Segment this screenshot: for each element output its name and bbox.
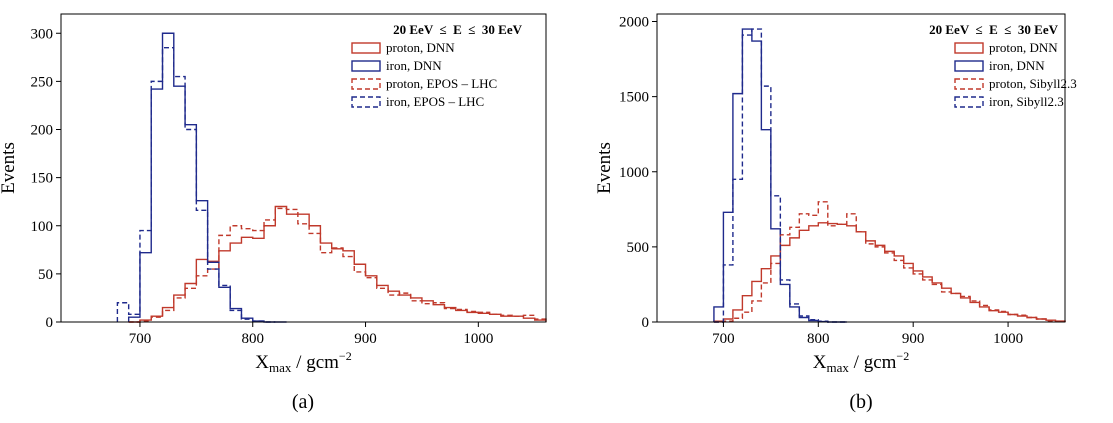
legend: proton, DNN iron, DNN proton, Sibyll2.3 iro… — [954, 40, 1077, 109]
y-axis-title: Events — [594, 142, 615, 194]
y-tick-label: 0 — [642, 315, 650, 331]
x-tick-label: 1000 — [993, 331, 1023, 347]
x-tick-label: 900 — [354, 331, 377, 347]
y-tick-label: 300 — [31, 26, 54, 42]
histogram-series — [128, 207, 547, 323]
x-axis-title: Xmax / gcm−2 — [255, 349, 351, 375]
panel-caption: (b) — [849, 391, 872, 413]
legend-swatch — [351, 78, 381, 90]
histogram-steps — [713, 28, 1066, 323]
x-axis-title-unit: / gcm — [291, 352, 339, 373]
x-axis-title: Xmax / gcm−2 — [813, 349, 909, 375]
legend-swatch — [351, 96, 381, 108]
y-tick-label: 200 — [31, 123, 54, 139]
y-tick-label: 0 — [46, 315, 54, 331]
legend: proton, DNN iron, DNN proton, EPOS – LHC ir… — [351, 40, 497, 109]
x-axis-ticks: 700 800 900 1000 — [712, 322, 1023, 347]
legend-label: proton, Sibyll2.3 — [989, 76, 1077, 91]
plot-frame — [60, 13, 547, 323]
x-axis-title-sub: max — [827, 360, 850, 375]
y-tick-label: 2000 — [619, 15, 649, 31]
x-axis-title-main: X — [813, 352, 827, 373]
legend-swatch — [351, 60, 381, 72]
legend-swatch — [954, 96, 984, 108]
histogram-series — [116, 46, 276, 323]
panel-caption: (a) — [292, 391, 314, 413]
y-axis-ticks: 0 50 100 150 200 250 300 — [31, 26, 61, 331]
y-tick-label: 50 — [38, 267, 53, 283]
legend-label: proton, DNN — [386, 40, 455, 55]
x-tick-label: 1000 — [463, 331, 493, 347]
histogram-series — [713, 28, 847, 323]
legend-swatch — [954, 60, 984, 72]
x-axis-title-main: X — [255, 352, 269, 373]
legend-label: iron, EPOS – LHC — [386, 94, 484, 109]
y-tick-label: 250 — [31, 74, 54, 90]
plot-frame — [656, 13, 1066, 323]
x-tick-label: 700 — [129, 331, 152, 347]
y-axis-ticks: 0 500 1000 1500 2000 — [619, 15, 657, 331]
x-tick-label: 800 — [241, 331, 264, 347]
legend-label: iron, Sibyll2.3 — [989, 94, 1064, 109]
x-tick-label: 700 — [712, 331, 735, 347]
y-tick-label: 100 — [31, 219, 54, 235]
legend-swatch — [954, 78, 984, 90]
legend-label: iron, DNN — [989, 58, 1045, 73]
histogram-series — [128, 205, 547, 323]
y-tick-label: 500 — [627, 240, 650, 256]
legend-label: proton, EPOS – LHC — [386, 76, 497, 91]
legend-label: proton, DNN — [989, 40, 1058, 55]
histogram-steps — [116, 32, 547, 323]
chart-panel-b: 700 800 900 1000 0 500 1000 1500 2000 Events Xm… — [594, 13, 1077, 413]
histogram-series — [713, 222, 1066, 322]
x-axis-title-sup: −2 — [339, 349, 352, 363]
legend-swatch — [954, 42, 984, 54]
legend-label: iron, DNN — [386, 58, 442, 73]
y-axis-title: Events — [0, 142, 19, 194]
x-tick-label: 800 — [807, 331, 830, 347]
energy-range-label: 20 EeV ≤ E ≤ 30 EeV — [393, 22, 522, 37]
legend-swatch — [351, 42, 381, 54]
histogram-series — [713, 201, 1066, 323]
y-tick-label: 1000 — [619, 165, 649, 181]
histogram-series — [127, 32, 287, 323]
y-tick-label: 1500 — [619, 90, 649, 106]
x-axis-title-sub: max — [269, 360, 292, 375]
energy-range-label: 20 EeV ≤ E ≤ 30 EeV — [929, 22, 1058, 37]
x-axis-title-unit: / gcm — [849, 352, 897, 373]
x-tick-label: 900 — [902, 331, 925, 347]
y-tick-label: 150 — [31, 171, 54, 187]
x-axis-title-sup: −2 — [896, 349, 909, 363]
x-axis-ticks: 700 800 900 1000 — [129, 322, 493, 347]
